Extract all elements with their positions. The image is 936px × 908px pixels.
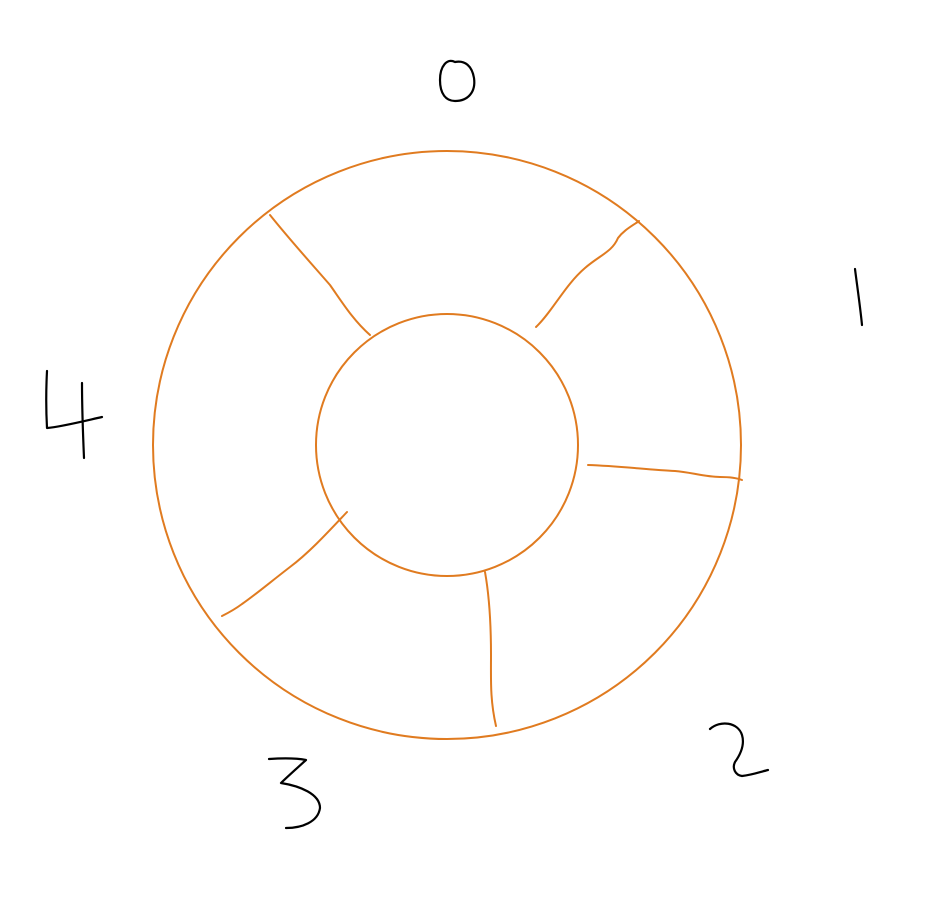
sector-label-4: 4 [45, 369, 104, 460]
sector-label-0-glyph [438, 59, 476, 103]
outer-ring [152, 150, 742, 740]
sector-label-1: 1 [853, 267, 864, 327]
sector-label-2-glyph [708, 722, 770, 778]
sector-divider-1-2 [587, 464, 743, 481]
sector-label-0: 0 [438, 59, 476, 103]
sector-label-3-glyph [267, 757, 322, 830]
sector-divider-4-0 [269, 214, 371, 336]
sector-label-1-glyph [853, 267, 864, 327]
sector-label-4-glyph [45, 369, 104, 460]
sector-label-3: 3 [267, 757, 322, 830]
sector-divider-2-3 [484, 571, 497, 727]
sector-divider-3-4 [221, 511, 348, 617]
inner-ring [315, 313, 579, 577]
sector-label-2: 2 [708, 722, 770, 778]
sector-divider-0-1 [535, 220, 640, 328]
